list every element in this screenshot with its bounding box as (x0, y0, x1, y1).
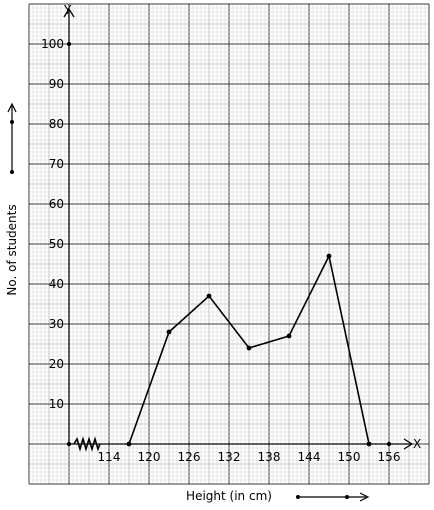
titles: Y X Height (in cm) No. of students (5, 3, 421, 503)
y-axis-letter: Y (63, 3, 72, 17)
y-tick-label: 100 (41, 37, 64, 51)
y-tick-label: 80 (49, 117, 64, 131)
x-tick-label: 120 (138, 450, 161, 464)
graph-paper-grid (28, 3, 430, 485)
vertical-direction-dot-top (10, 120, 14, 124)
vertical-direction-arrowhead (7, 102, 17, 113)
y-tick-label: 40 (49, 277, 64, 291)
y-tick-label: 20 (49, 357, 64, 371)
x-axis-break-zigzag (73, 436, 101, 452)
tick-labels: 10 20 30 40 50 60 70 80 90 100 114 120 126 132 138 144 1… (41, 37, 400, 464)
data-point (126, 441, 132, 447)
x-axis-letter: X (413, 437, 421, 451)
direction-arrows (7, 102, 370, 502)
y-tick-label: 60 (49, 197, 64, 211)
x-axis-end-point (386, 441, 392, 447)
data-point (326, 253, 332, 259)
plot-area (126, 253, 372, 447)
axes (63, 7, 414, 452)
y-tick-label: 70 (49, 157, 64, 171)
x-tick-label: 126 (178, 450, 201, 464)
x-tick-label: 114 (98, 450, 121, 464)
data-point (206, 293, 212, 299)
x-axis-title: Height (in cm) (186, 489, 272, 503)
x-axis-arrowhead (403, 438, 414, 450)
data-point (246, 345, 252, 351)
horizontal-direction-dot-left (296, 495, 300, 499)
y-axis-arrowhead (63, 7, 75, 18)
data-point (166, 329, 172, 335)
horizontal-direction-arrowhead (359, 492, 370, 502)
x-tick-label: 132 (218, 450, 241, 464)
x-tick-label: 138 (258, 450, 281, 464)
data-point (286, 333, 292, 339)
y-tick-label: 30 (49, 317, 64, 331)
y-tick-label: 10 (49, 397, 64, 411)
y-tick-label: 90 (49, 77, 64, 91)
y-tick-label: 50 (49, 237, 64, 251)
x-tick-label: 156 (378, 450, 401, 464)
x-tick-label: 144 (298, 450, 321, 464)
data-point (366, 441, 372, 447)
x-tick-label: 150 (338, 450, 361, 464)
vertical-direction-dot-bottom (10, 170, 14, 174)
y-axis-title: No. of students (5, 204, 19, 295)
horizontal-direction-dot-right (345, 495, 349, 499)
origin-point (66, 441, 72, 447)
y-axis-top-point (66, 41, 72, 47)
